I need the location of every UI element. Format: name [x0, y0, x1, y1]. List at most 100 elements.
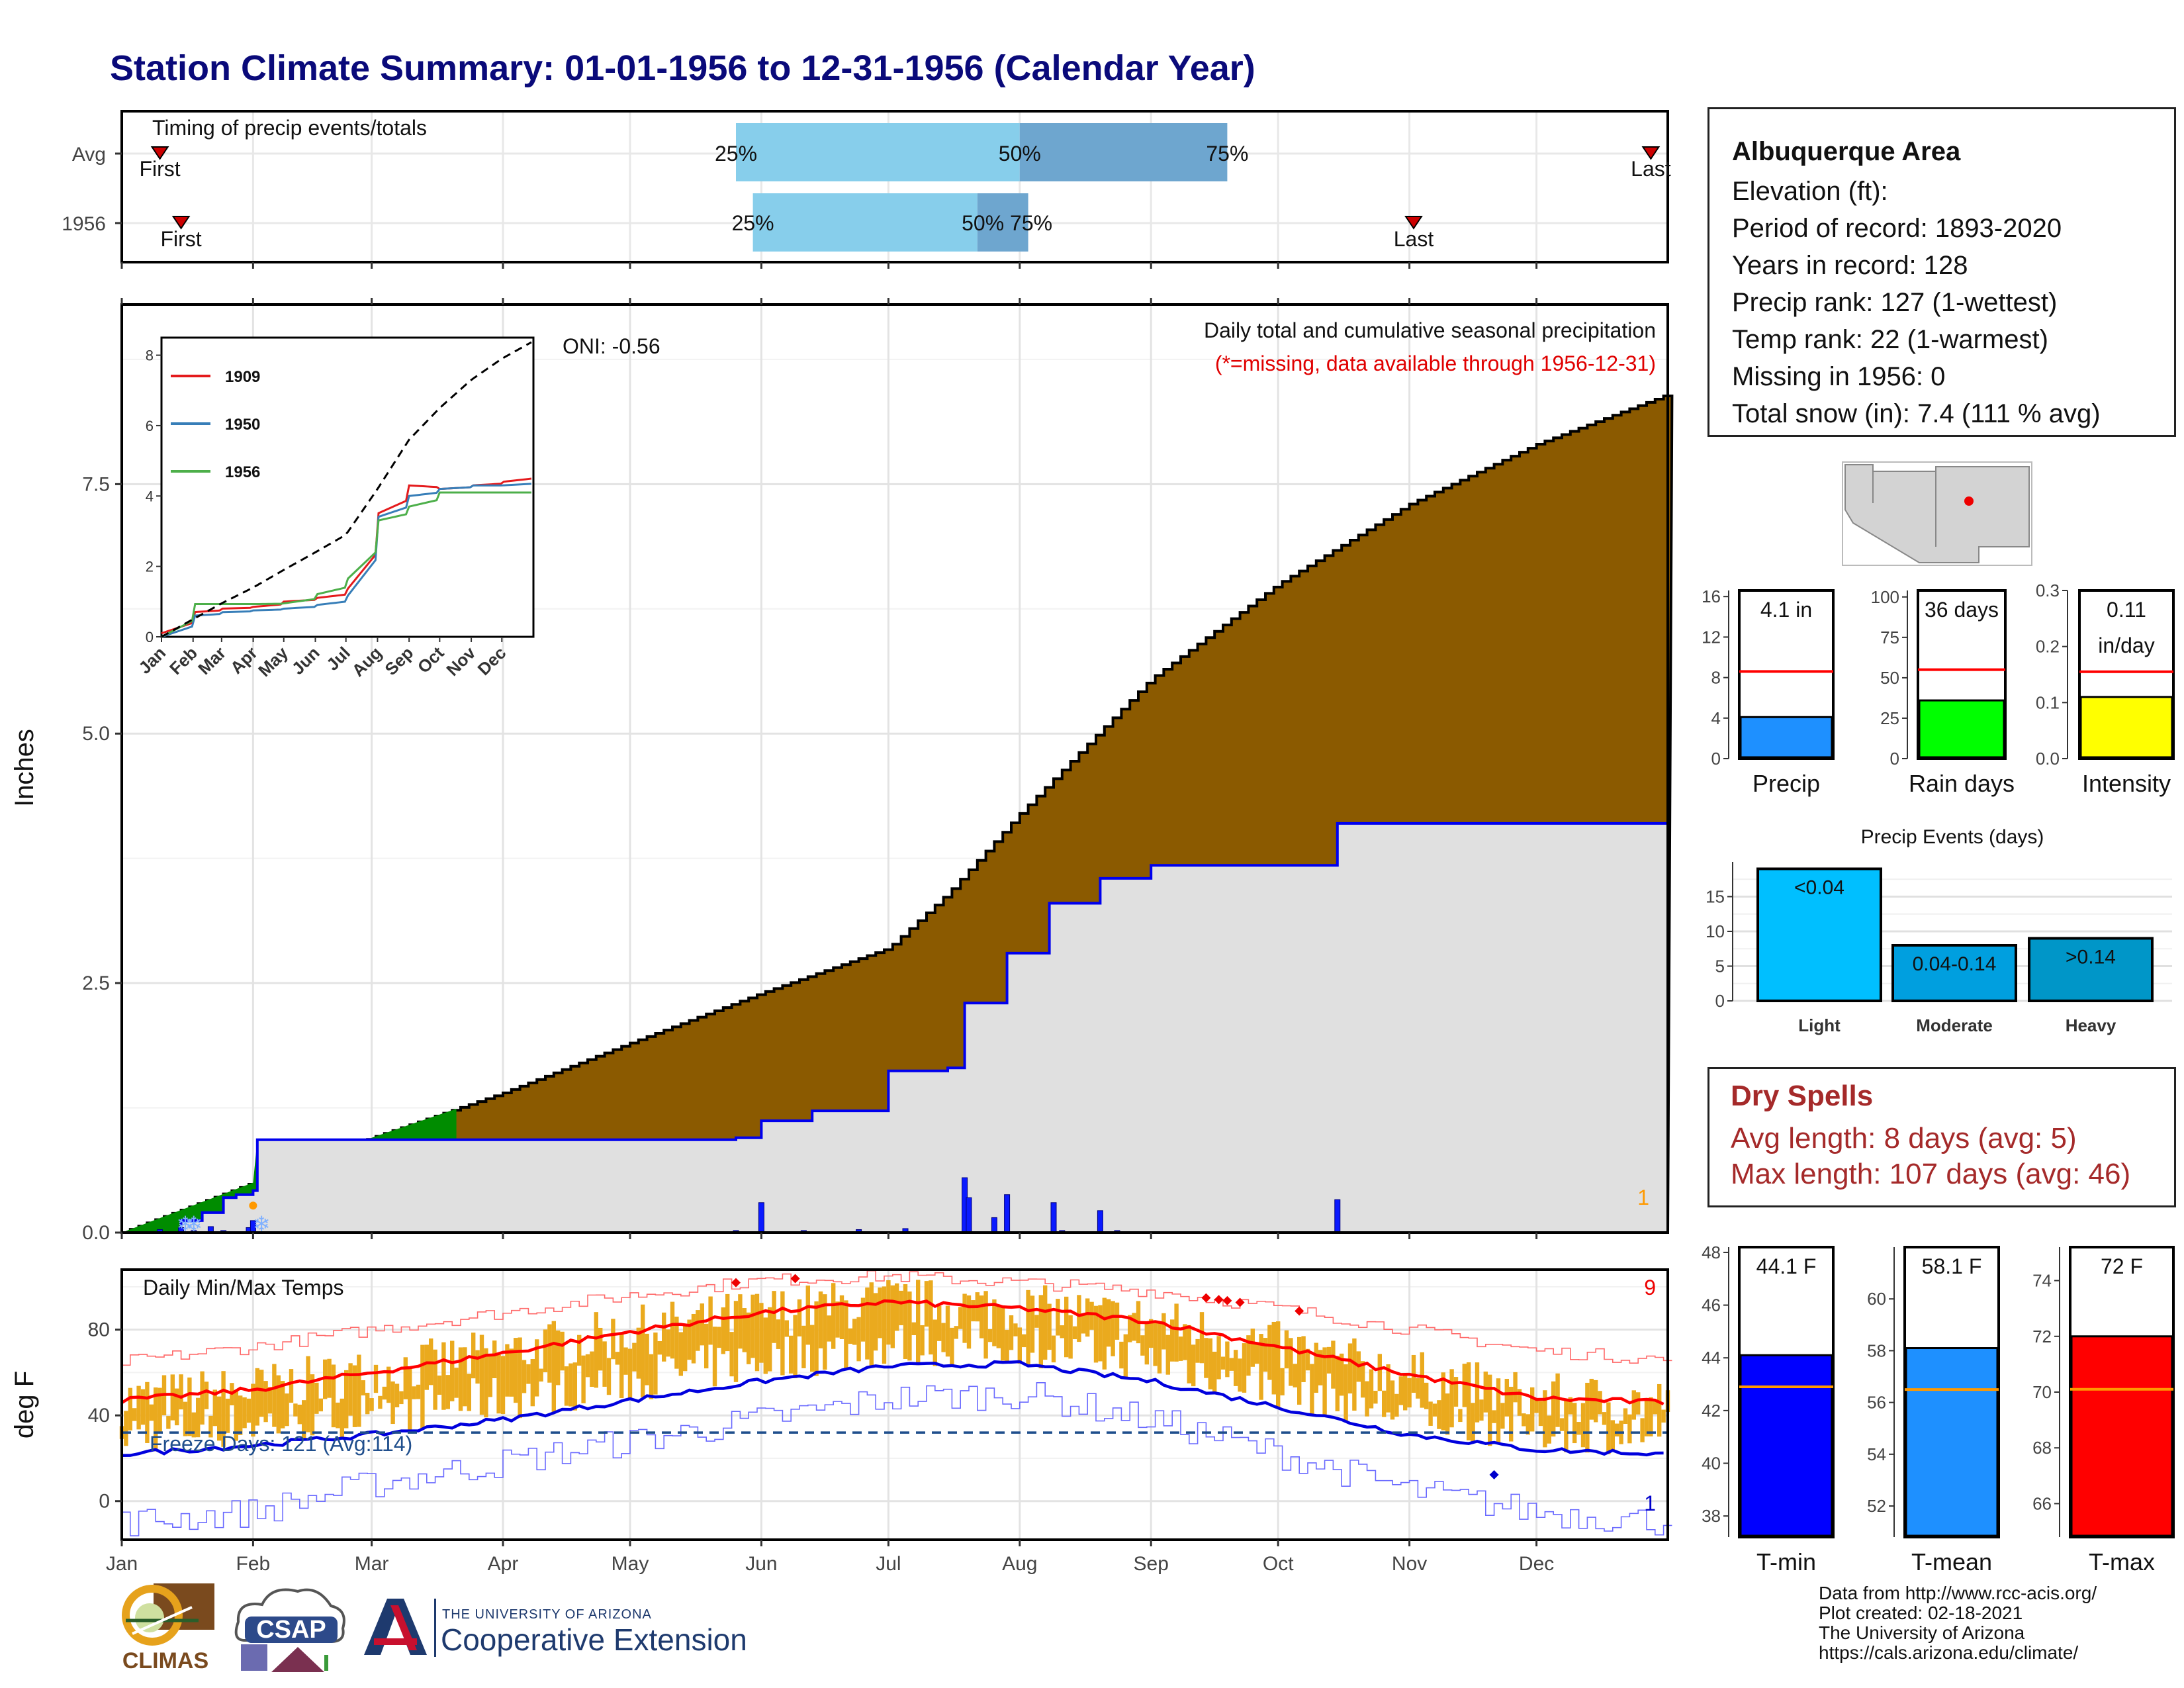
rain-days-gauge-y-tick-label: 50 — [1880, 668, 1899, 688]
precip-caption-note: (*=missing, data available through 1956-… — [1215, 352, 1656, 375]
timing-avg-last-label: Last — [1631, 157, 1671, 181]
daily-temp-range-bar — [1072, 1326, 1077, 1340]
tmean-gauge-value-bar — [1905, 1347, 1999, 1537]
daily-precip-bar — [1097, 1210, 1103, 1233]
events-y-tick-label: 15 — [1706, 887, 1725, 907]
daily-temp-range-bar — [911, 1322, 916, 1336]
credits: Data from http://www.rcc-acis.org/ Plot … — [1819, 1583, 2097, 1663]
daily-temp-range-bar — [522, 1360, 527, 1393]
daily-temp-range-bar — [1602, 1412, 1607, 1425]
timing-avg-50-75-bar — [1019, 123, 1228, 181]
daily-temp-range-bar — [416, 1384, 421, 1399]
daily-temp-range-bar — [289, 1369, 294, 1403]
daily-temp-range-bar — [500, 1356, 506, 1415]
daily-temp-range-bar — [259, 1370, 264, 1417]
daily-temp-range-bar — [721, 1307, 725, 1354]
month-label-jul: Jul — [876, 1553, 901, 1575]
daily-temp-range-bar — [234, 1390, 238, 1441]
daily-temp-range-bar — [632, 1342, 637, 1372]
record-low-marker — [1489, 1470, 1499, 1479]
daily-temp-range-bar — [623, 1347, 628, 1375]
daily-temp-range-bar — [1598, 1391, 1602, 1415]
station-temp-rank: Temp rank: 22 (1-warmest) — [1732, 325, 2048, 354]
temp-panel-title: Daily Min/Max Temps — [143, 1276, 343, 1299]
daily-temp-range-bar — [1047, 1303, 1052, 1350]
daily-temp-range-bar — [696, 1310, 700, 1351]
tmean-gauge-y-tick-label: 54 — [1867, 1444, 1886, 1464]
daily-temp-range-bar — [856, 1317, 861, 1362]
timing-event-marker — [150, 146, 169, 160]
daily-temp-range-bar — [1051, 1335, 1056, 1363]
daily-temp-range-bar — [420, 1344, 425, 1430]
daily-temp-range-bar — [1128, 1315, 1132, 1342]
daily-temp-range-bar — [810, 1325, 815, 1372]
daily-temp-range-bar — [1259, 1334, 1263, 1400]
daily-temp-range-bar — [369, 1398, 374, 1411]
timing-avg-75-label: 75% — [1206, 142, 1248, 165]
record-high-marker — [731, 1278, 741, 1288]
daily-temp-range-bar — [458, 1347, 463, 1411]
daily-temp-range-bar — [1373, 1390, 1378, 1404]
daily-temp-range-bar — [907, 1291, 912, 1361]
station-elevation: Elevation (ft): — [1732, 177, 1888, 206]
daily-temp-range-bar — [352, 1365, 357, 1427]
daily-temp-range-bar — [357, 1354, 361, 1427]
daily-temp-range-bar — [509, 1348, 514, 1397]
daily-temp-range-bar — [136, 1385, 141, 1430]
daily-temp-range-bar — [1441, 1372, 1445, 1430]
daily-temp-range-bar — [1220, 1356, 1226, 1370]
daily-temp-range-bar — [1467, 1362, 1471, 1440]
daily-temp-range-bar — [1606, 1402, 1611, 1454]
daily-temp-range-bar — [916, 1280, 921, 1366]
daily-temp-range-bar — [1340, 1353, 1344, 1396]
daily-temp-range-bar — [1001, 1307, 1005, 1361]
station-missing: Missing in 1956: 0 — [1732, 362, 1946, 391]
daily-temp-range-bar — [1144, 1323, 1149, 1365]
tmean-gauge-value-label: 58.1 F — [1922, 1254, 1982, 1278]
daily-temp-range-bar — [145, 1382, 150, 1443]
daily-temp-range-bar — [1132, 1313, 1136, 1341]
daily-temp-range-bar — [1199, 1312, 1205, 1364]
daily-temp-range-bar — [179, 1374, 183, 1410]
record-high-marker — [790, 1274, 800, 1284]
daily-temp-range-bar — [251, 1383, 255, 1437]
daily-temp-range-bar — [1326, 1346, 1332, 1374]
daily-temp-range-bar — [1229, 1358, 1234, 1371]
daily-temp-range-bar — [124, 1411, 128, 1446]
inset-series-average-line — [161, 341, 532, 638]
daily-temp-range-bar — [1365, 1381, 1369, 1417]
events-y-tick-label: 10 — [1706, 921, 1725, 941]
daily-temp-range-bar — [306, 1356, 310, 1432]
event-bar-label: >0.14 — [2066, 947, 2116, 968]
daily-temp-range-bar — [556, 1330, 561, 1385]
events-y-tick-label: 0 — [1715, 991, 1725, 1011]
record-high-marker — [1214, 1295, 1224, 1305]
daily-temp-range-bar — [526, 1364, 531, 1384]
precip-y-tick-label: 0.0 — [82, 1222, 110, 1244]
rain-days-gauge-y-tick-label: 25 — [1880, 708, 1899, 728]
daily-temp-range-bar — [890, 1285, 895, 1348]
daily-temp-range-bar — [992, 1299, 997, 1346]
daily-temp-range-bar — [814, 1301, 819, 1376]
intensity-gauge-y-tick-label: 0.0 — [2036, 749, 2060, 769]
daily-temp-range-bar — [535, 1339, 539, 1397]
tmin-gauge-value-bar — [1739, 1354, 1833, 1537]
daily-precip-bar — [1334, 1199, 1341, 1233]
daily-temp-range-bar — [793, 1315, 797, 1379]
daily-temp-range-bar — [691, 1313, 696, 1364]
daily-temp-range-bar — [983, 1291, 988, 1359]
intensity-gauge-y-tick-label: 0.2 — [2036, 637, 2060, 657]
daily-temp-range-bar — [1538, 1401, 1543, 1427]
timing-avg-first-label: First — [139, 157, 180, 181]
daily-temp-range-bar — [827, 1315, 831, 1342]
temp-y-tick-label: 0 — [99, 1491, 110, 1513]
precip-y-tick-label: 2.5 — [82, 972, 110, 994]
daily-temp-range-bar — [412, 1386, 416, 1399]
daily-temp-range-bar — [1043, 1285, 1048, 1360]
csap-logo-text: CSAP — [256, 1616, 326, 1644]
daily-temp-range-bar — [518, 1337, 522, 1419]
record-low-count: 1 — [1644, 1491, 1656, 1515]
daily-temp-range-bar — [293, 1403, 298, 1417]
daily-temp-range-bar — [636, 1327, 641, 1379]
tmean-gauge-label: T-mean — [1911, 1548, 1992, 1575]
